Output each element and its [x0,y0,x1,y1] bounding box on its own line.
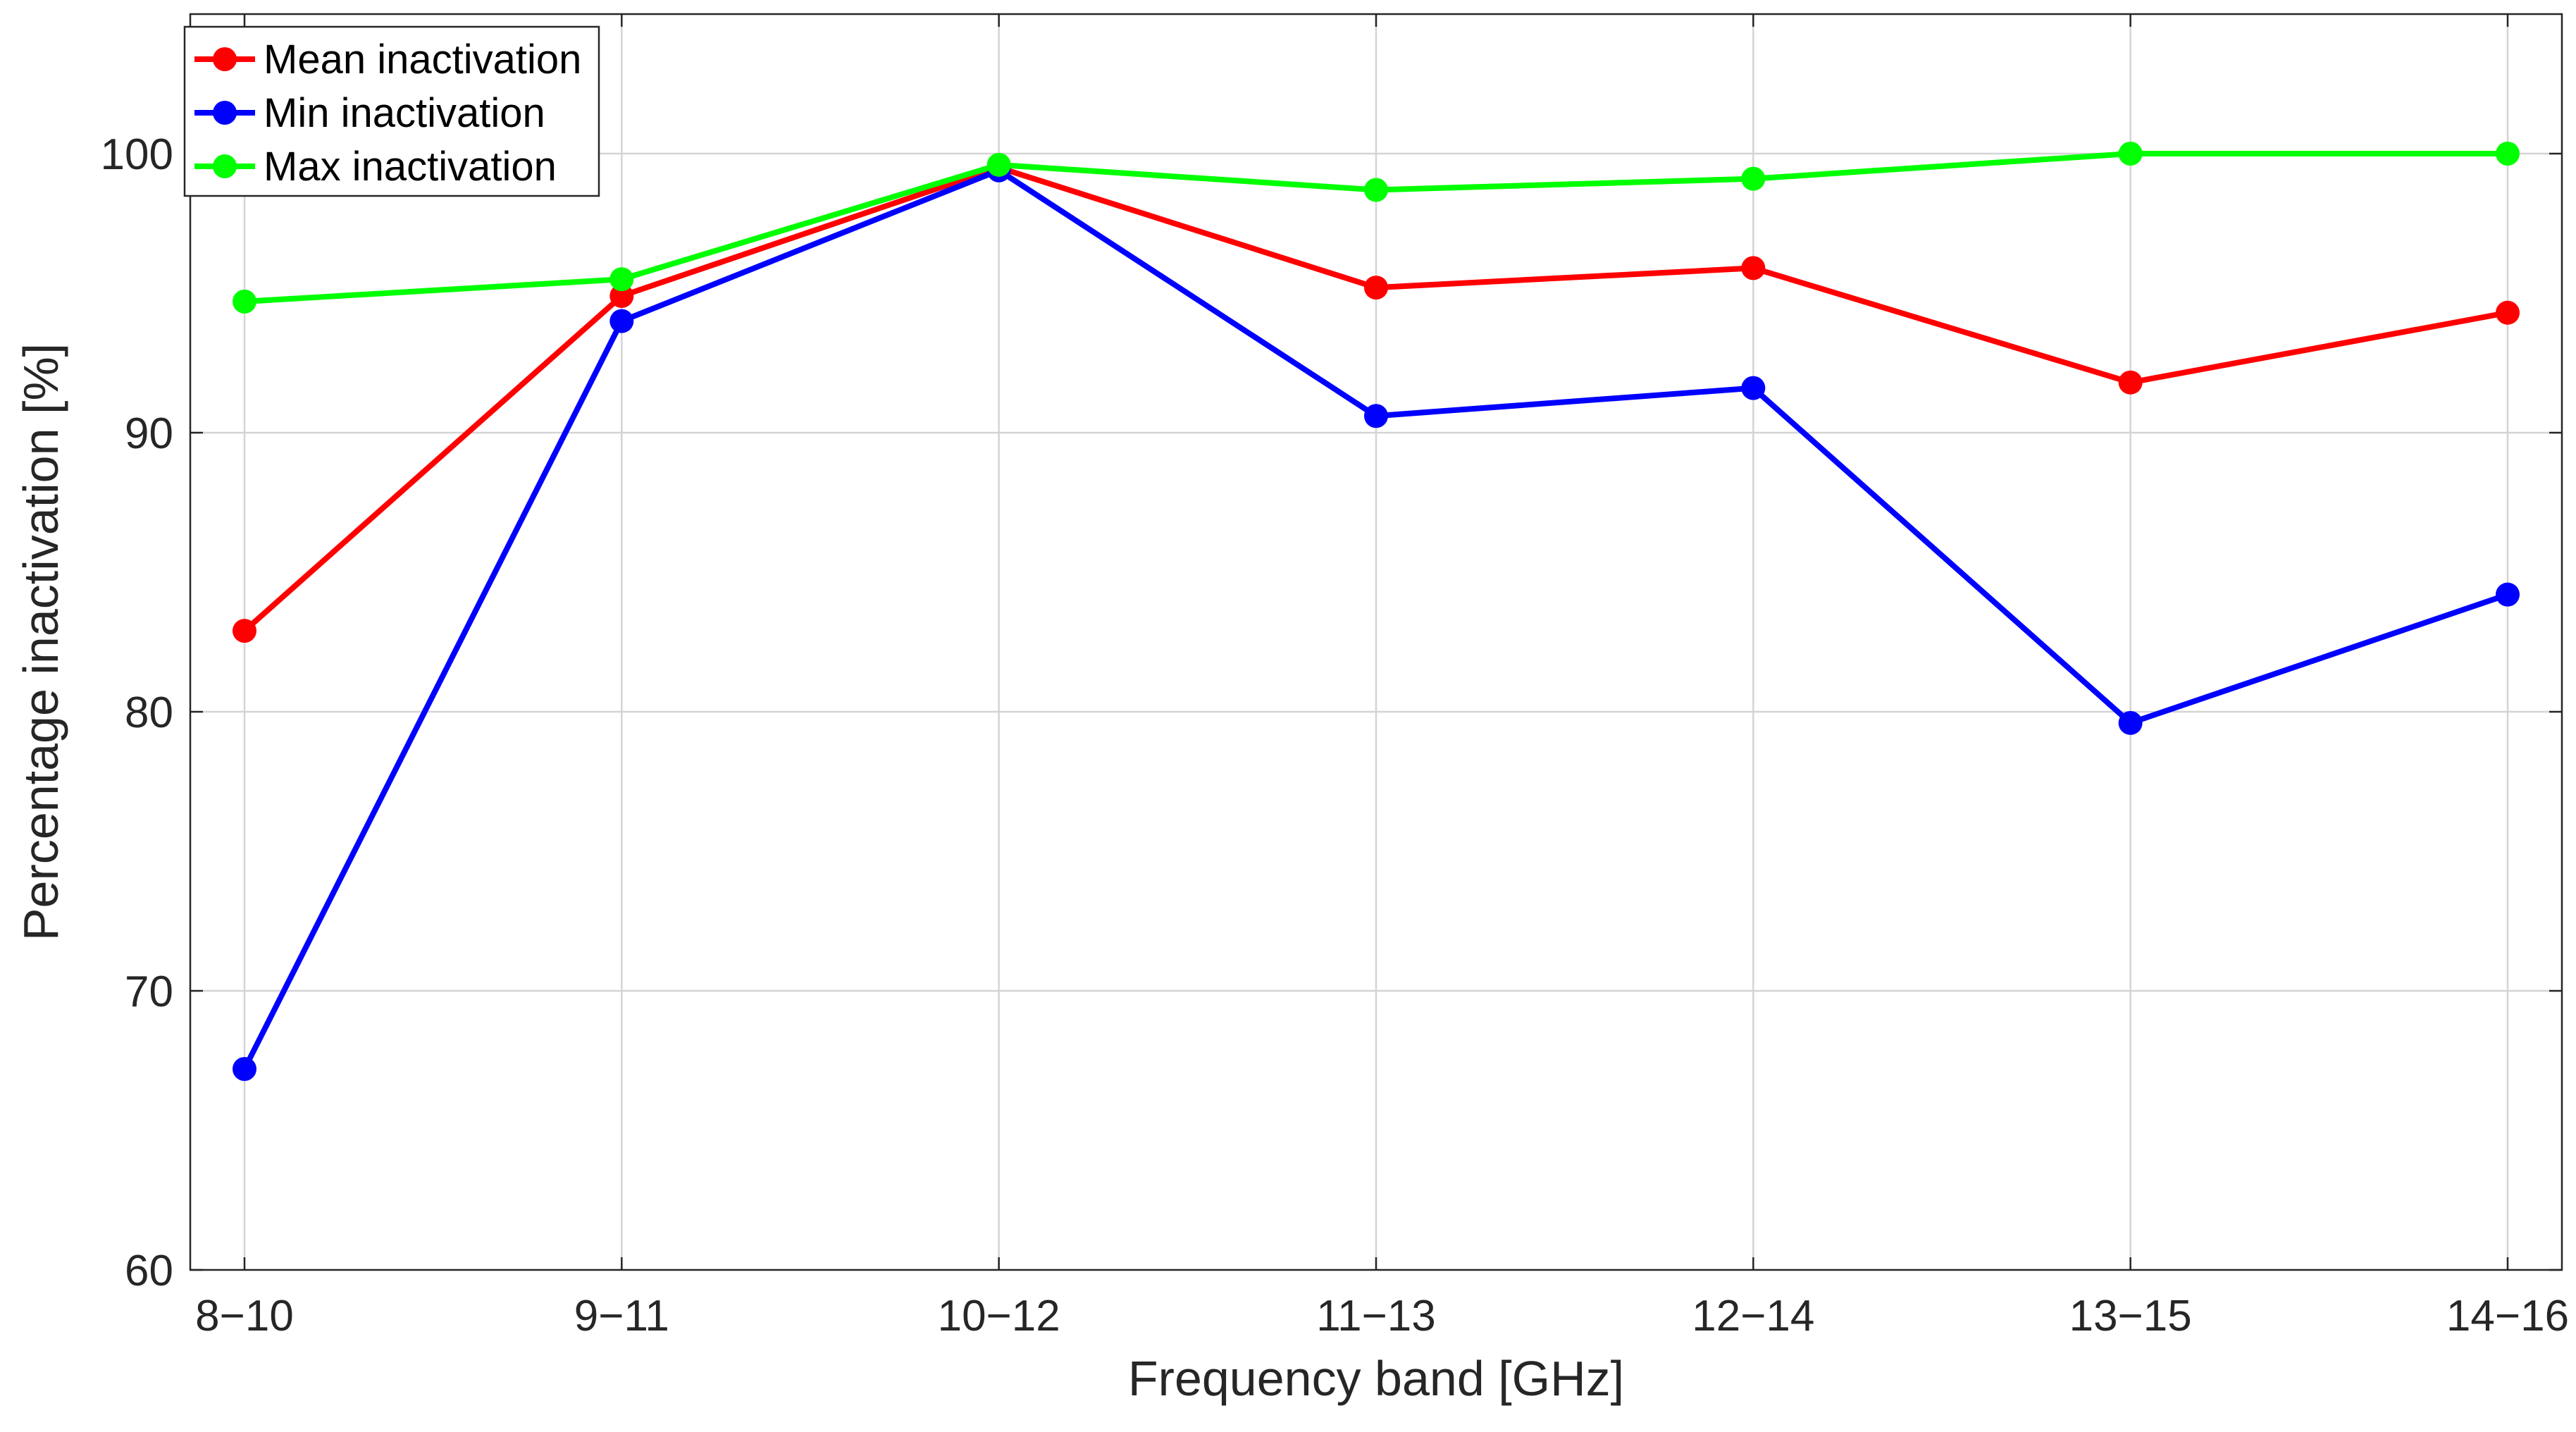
legend-marker-max-inactivation [213,154,237,178]
max-inactivation-point [233,289,256,314]
axis-ticks: 60 70 80 90 100 8−10 9−11 10−12 11−13 12−14 13−15 1… [101,14,2569,1340]
legend-marker-mean-inactivation [213,47,237,71]
mean-inactivation-point [233,619,256,643]
max-inactivation-point [1741,166,1766,191]
y-tick-label: 60 [125,1247,173,1295]
min-inactivation-point [2496,582,2520,607]
legend-label-max-inactivation: Max inactivation [264,144,557,190]
y-axis-label: Percentage inactivation [%] [13,343,68,941]
x-tick-label: 10−12 [938,1292,1060,1340]
max-inactivation-point [2496,142,2520,166]
legend-marker-min-inactivation [213,101,237,125]
mean-inactivation-point [1364,276,1388,300]
x-tick-label: 13−15 [2069,1292,2192,1340]
min-inactivation-point [1741,376,1766,400]
x-tick-label: 11−13 [1316,1292,1436,1340]
x-tick-label: 9−11 [574,1292,669,1340]
y-tick-label: 90 [125,409,173,458]
min-inactivation-point [609,309,634,333]
max-inactivation-point [1364,178,1388,202]
mean-inactivation-point [2118,370,2143,395]
y-tick-label: 80 [125,689,173,737]
mean-inactivation-point [2496,300,2520,325]
y-tick-label: 100 [101,130,173,179]
legend-label-mean-inactivation: Mean inactivation [264,37,581,82]
max-inactivation-point [609,267,634,292]
mean-inactivation-point [609,283,634,308]
x-tick-label: 8−10 [195,1292,294,1340]
grid [190,14,2562,1270]
x-axis-label: Frequency band [GHz] [1128,1351,1624,1406]
min-inactivation-point [233,1056,256,1081]
legend-label-min-inactivation: Min inactivation [264,90,545,136]
max-inactivation-point [986,152,1011,177]
x-tick-label: 12−14 [1692,1292,1814,1340]
max-inactivation-series [233,142,2520,314]
x-tick-label: 14−16 [2446,1292,2569,1340]
min-inactivation-series [233,158,2520,1081]
min-inactivation-point [1364,404,1388,428]
mean-inactivation-point [1741,256,1766,280]
legend: Mean inactivation Min inactivation Max ina… [183,25,600,197]
series-layer [233,142,2520,1081]
max-inactivation-point [2118,142,2143,166]
min-inactivation-point [2118,710,2143,735]
y-tick-label: 70 [125,968,173,1016]
